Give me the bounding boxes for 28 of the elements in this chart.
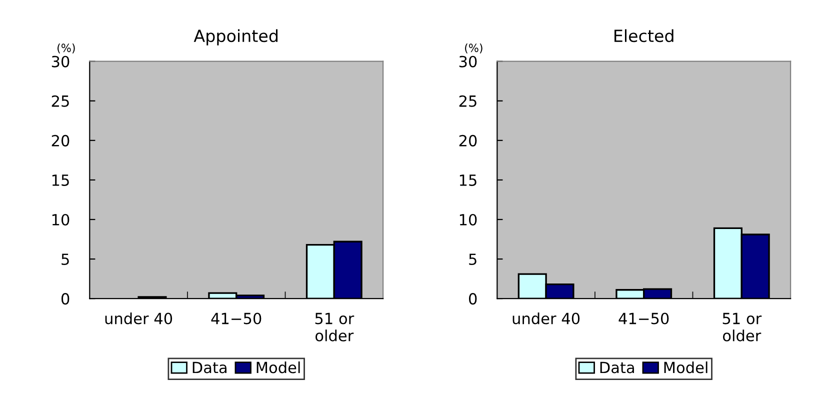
legend-label: Data bbox=[600, 362, 634, 374]
y-tick-label: 30 bbox=[459, 56, 477, 68]
y-tick-label: 25 bbox=[459, 95, 476, 107]
y-axis-title: (%) bbox=[465, 43, 482, 54]
y-tick-label: 30 bbox=[52, 56, 70, 68]
legend-label: Model bbox=[256, 361, 300, 374]
y-tick-label: 0 bbox=[61, 293, 70, 305]
x-tick-label: 41−50 bbox=[618, 312, 669, 324]
x-tick-label: 51 or older bbox=[722, 312, 762, 342]
y-tick-label: 10 bbox=[460, 214, 477, 226]
chart-title: Appointed bbox=[194, 29, 278, 46]
y-tick-label: 15 bbox=[52, 174, 69, 186]
x-tick-label: under 40 bbox=[512, 312, 580, 324]
chart-title: Elected bbox=[614, 29, 674, 42]
y-axis-title: (%) bbox=[58, 43, 75, 54]
x-tick-label: under 40 bbox=[105, 312, 172, 324]
y-tick-label: 5 bbox=[469, 254, 476, 266]
x-tick-label: 41−50 bbox=[211, 312, 262, 324]
y-tick-label: 20 bbox=[52, 134, 70, 146]
y-tick-label: 5 bbox=[62, 254, 69, 266]
y-tick-label: 15 bbox=[460, 174, 476, 186]
legend-label: Data bbox=[192, 362, 226, 374]
y-tick-label: 20 bbox=[459, 134, 477, 146]
legend-label: Model bbox=[664, 361, 708, 374]
y-tick-label: 10 bbox=[52, 214, 70, 226]
y-tick-label: 25 bbox=[52, 95, 69, 107]
y-tick-label: 0 bbox=[468, 293, 477, 305]
x-tick-label: 51 or older bbox=[315, 312, 354, 342]
